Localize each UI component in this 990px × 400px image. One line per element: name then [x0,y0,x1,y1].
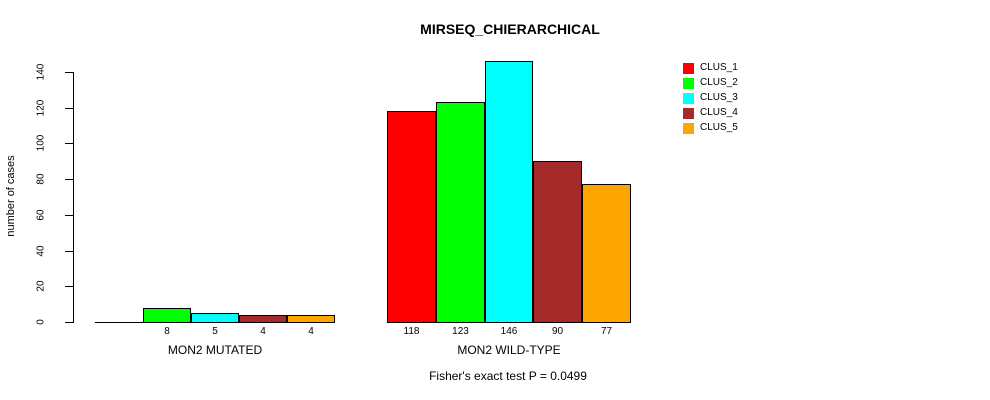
y-tick [65,108,73,109]
bar-clus-4-mon2-mutated [239,315,287,323]
y-tick [65,72,73,73]
y-tick-label: 20 [35,280,47,292]
legend-swatch-clus_4 [683,108,694,119]
legend-label-clus_1: CLUS_1 [700,62,738,73]
y-tick-label: 0 [35,319,47,325]
bar-value-label: 5 [212,326,218,337]
y-tick [65,215,73,216]
bar-value-label: 77 [600,326,613,337]
legend-swatch-clus_3 [683,93,694,104]
bar-clus-2-mon2-wild-type [436,102,485,323]
y-tick [65,251,73,252]
x-category-label-mon2-mutated: MON2 MUTATED [167,343,263,357]
bar-clus-5-mon2-mutated [287,315,335,323]
bar-clus-3-mon2-mutated [191,313,239,323]
bar-clus-3-mon2-wild-type [485,61,533,323]
bar-value-label: 4 [260,326,266,337]
bar-value-label: 118 [403,326,420,337]
y-tick-label: 40 [35,245,47,257]
legend-swatch-clus_1 [683,63,694,74]
y-tick [65,286,73,287]
bar-clus-5-mon2-wild-type [582,184,631,323]
plot-subtitle: Fisher's exact test P = 0.0499 [429,369,587,383]
bar-clus-1-mon2-mutated [95,322,144,323]
legend-swatch-clus_5 [683,123,694,134]
y-tick-label: 120 [35,99,47,117]
y-tick-label: 140 [35,63,47,81]
x-category-label-mon2-wild-type: MON2 WILD-TYPE [457,343,561,357]
bar-clus-4-mon2-wild-type [533,161,582,323]
bar-value-label: 123 [452,326,469,337]
legend-label-clus_2: CLUS_2 [700,77,738,88]
y-tick-label: 100 [35,134,47,152]
legend-label-clus_3: CLUS_3 [700,92,738,103]
legend-label-clus_4: CLUS_4 [700,107,738,118]
y-tick [65,322,73,323]
y-axis-label: number of cases [5,155,17,237]
bar-value-label: 4 [308,326,314,337]
y-tick [65,143,73,144]
y-tick-label: 60 [35,209,47,221]
y-tick-label: 80 [35,173,47,185]
bar-clus-2-mon2-mutated [143,308,191,323]
y-axis-line [73,72,74,323]
bar-clus-1-mon2-wild-type [387,111,436,323]
legend-swatch-clus_2 [683,78,694,89]
bar-value-label: 146 [500,326,518,337]
legend-label-clus_5: CLUS_5 [700,122,738,133]
y-tick [65,179,73,180]
bar-value-label: 8 [164,326,170,337]
plot-title: MIRSEQ_CHIERARCHICAL [420,21,600,37]
bar-value-label: 90 [551,326,564,337]
